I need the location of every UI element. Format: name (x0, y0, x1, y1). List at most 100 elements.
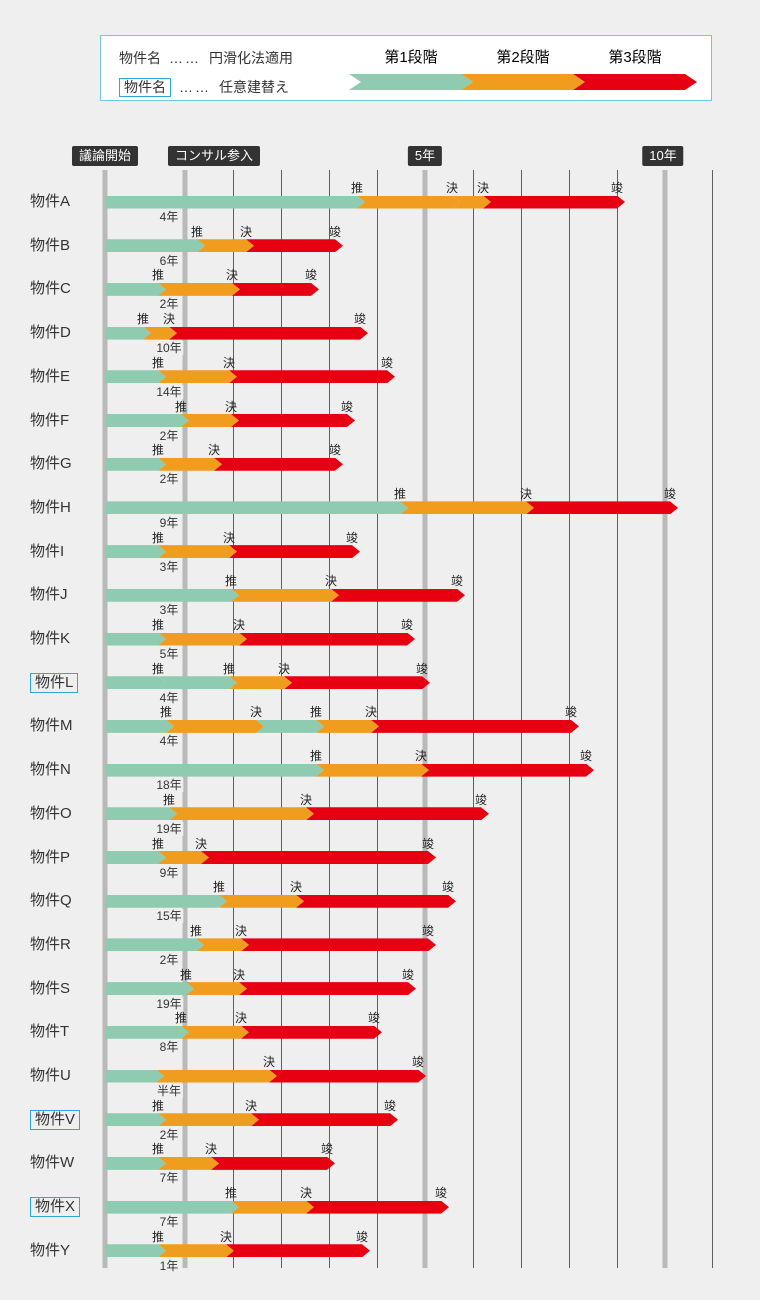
milestone-label: 推 (151, 1142, 165, 1157)
milestone-label: 竣 (400, 618, 414, 632)
milestone-label: 推 (174, 399, 188, 414)
milestone-label: 推 (151, 661, 165, 676)
milestone-label: 決 (364, 705, 378, 720)
milestone-label: 推 (151, 355, 165, 370)
pre-period-label: 10年 (154, 341, 184, 356)
milestone-label: 決 (219, 1229, 233, 1244)
stage3-bar (284, 676, 430, 689)
pre-period-label: 2年 (157, 472, 181, 487)
stage2-bar (158, 370, 237, 383)
milestone-label: 竣 (663, 486, 677, 501)
row-label: 物件U (30, 1067, 71, 1084)
milestone-label: 決 (232, 967, 246, 982)
milestone-label: 竣 (411, 1055, 425, 1069)
milestone-label: 竣 (610, 181, 624, 195)
stage2-bar (158, 1113, 259, 1126)
pre-period-label: 2年 (157, 952, 181, 967)
milestone-label: 推 (190, 224, 204, 239)
milestone-label: 竣 (367, 1011, 381, 1026)
stage1-bar (105, 938, 204, 951)
stage2-bar (158, 1244, 234, 1257)
stage2-bar (196, 938, 249, 951)
milestone-label: 決 (162, 312, 176, 327)
milestone-label: 竣 (434, 1186, 448, 1201)
legend-stage3-arrow (573, 74, 697, 90)
row-label: 物件V (30, 1109, 81, 1130)
milestone-label: 推 (151, 530, 165, 545)
stage3-bar (231, 414, 355, 427)
milestone-label: 決 (232, 618, 246, 632)
stage2-bar (452, 196, 491, 209)
milestone-label: 決 (234, 923, 248, 938)
stage1-bar (105, 1201, 239, 1214)
milestone-label: 竣 (421, 836, 435, 851)
stage2-bar (158, 545, 237, 558)
stage3-bar (226, 1244, 370, 1257)
year-gridline (281, 170, 282, 1268)
year-gridline (233, 170, 234, 1268)
row-label: 物件Y (30, 1241, 71, 1259)
milestone-label: 推 (151, 836, 165, 851)
pre-period-label: 半年 (154, 1084, 184, 1098)
milestone-label: 推 (151, 618, 165, 632)
pre-period-label: 4年 (157, 734, 181, 749)
milestone-label: 決 (445, 181, 459, 195)
stage1-bar (105, 720, 174, 733)
stage2-bar (181, 414, 239, 427)
milestone-label: 決 (207, 443, 221, 458)
row-label: 物件T (30, 1023, 70, 1041)
stage2-bar (158, 633, 247, 646)
row-label: 物件K (30, 630, 71, 647)
stage1-bar (158, 676, 237, 689)
milestone-label: 竣 (415, 661, 429, 676)
stage3-bar (306, 1201, 449, 1214)
stage1-bar (105, 676, 166, 689)
milestone-label: 決 (249, 705, 263, 720)
stage3-bar (232, 283, 319, 296)
milestone-label: 決 (225, 268, 239, 283)
milestone-label: 竣 (380, 355, 394, 370)
stage2-bar (219, 895, 304, 908)
milestone-label: 竣 (579, 749, 593, 764)
milestone-label: 決 (244, 1098, 258, 1113)
milestone-label: 竣 (564, 705, 578, 720)
axis-marker-label: 5年 (407, 146, 443, 166)
stage3-bar (331, 589, 465, 602)
stage1-bar (105, 851, 166, 864)
pre-period-label: 7年 (157, 1215, 181, 1230)
legend-stage1-label: 第1段階 (384, 49, 438, 66)
row-label: 物件X (30, 1197, 81, 1218)
year-gridline (521, 170, 522, 1268)
stage2-bar (158, 283, 240, 296)
milestone-label: 竣 (328, 224, 342, 239)
milestone-label: 決 (222, 530, 236, 545)
stage1-bar (105, 501, 408, 514)
milestone-label: 決 (234, 1011, 248, 1026)
milestone-label: 決 (519, 486, 533, 501)
legend-stage3-label: 第3段階 (608, 49, 662, 66)
milestone-label: 推 (151, 1098, 165, 1113)
marker-gridline (182, 170, 188, 1268)
milestone-label: 決 (222, 355, 236, 370)
pre-period-label: 9年 (157, 865, 181, 880)
milestone-label: 竣 (383, 1098, 397, 1113)
row-label: 物件J (30, 586, 68, 604)
milestone-label: 推 (162, 792, 176, 807)
milestone-label: 竣 (441, 880, 455, 895)
row-label: 物件H (30, 498, 71, 516)
stage1-bar (105, 1026, 189, 1039)
stage1-bar (105, 1157, 166, 1170)
stage3-bar (241, 1026, 382, 1039)
row-label: 物件W (30, 1154, 75, 1172)
marker-gridline (662, 170, 668, 1268)
row-label: 物件R (30, 935, 71, 953)
legend-dots: …… (169, 50, 201, 66)
stage1-bar (105, 196, 365, 209)
milestone-label: 竣 (401, 967, 415, 982)
pre-period-label: 5年 (157, 647, 181, 661)
pre-period-label: 3年 (157, 603, 181, 618)
legend: 物件名 …… 円滑化法適用 物件名 …… 任意建替え 第1段階 第2段階 第3段階 (100, 35, 712, 101)
legend-plain-desc: 円滑化法適用 (209, 50, 293, 66)
pre-period-label: 15年 (154, 909, 184, 924)
